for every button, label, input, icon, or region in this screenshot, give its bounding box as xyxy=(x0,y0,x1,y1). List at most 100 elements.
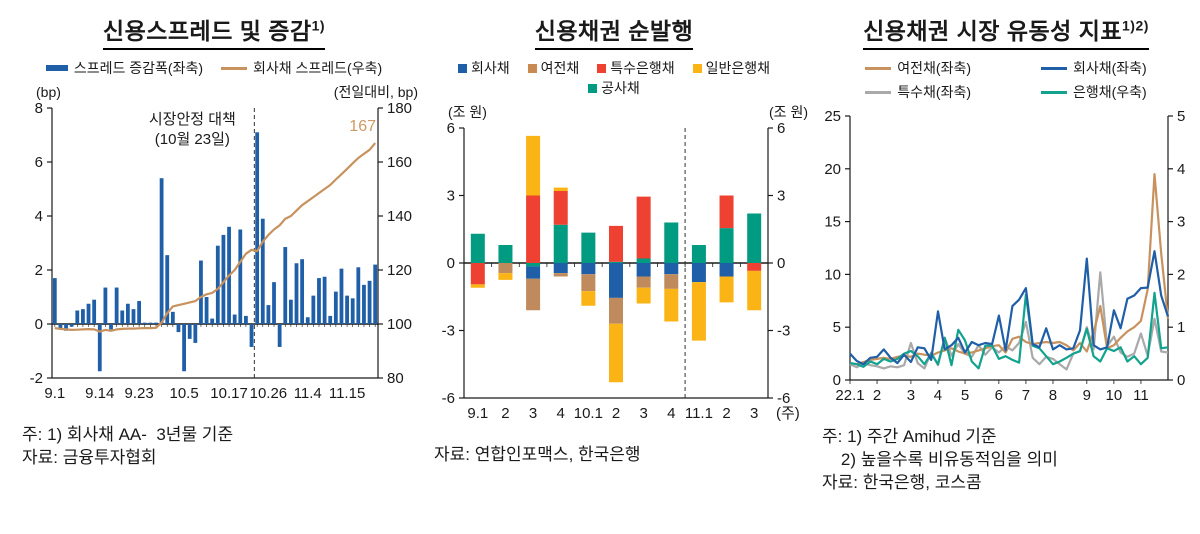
svg-text:25: 25 xyxy=(824,108,841,125)
legend-label: 여전채(좌축) xyxy=(897,60,971,76)
credit-spread-chart: -2 0 2 4 6 8 80 100 120 140 160 180 (bp) (전일대비, bp) 시장… xyxy=(30,84,418,402)
legend-swatch-square xyxy=(527,63,537,73)
svg-text:7: 7 xyxy=(1022,387,1030,404)
svg-text:2: 2 xyxy=(35,262,43,279)
svg-text:0: 0 xyxy=(1177,372,1185,389)
svg-text:8: 8 xyxy=(1049,387,1057,404)
svg-text:-3: -3 xyxy=(777,323,790,340)
svg-text:0: 0 xyxy=(35,316,43,333)
svg-text:(조 원): (조 원) xyxy=(769,104,808,120)
footnote-line: 자료: 연합인포맥스, 한국은행 xyxy=(434,445,641,464)
svg-text:2: 2 xyxy=(873,387,881,404)
svg-text:3: 3 xyxy=(447,188,455,205)
title-text: 신용스프레드 및 증감 xyxy=(102,18,312,44)
title-footnote-marker: 1)2) xyxy=(1122,17,1149,34)
svg-text:3: 3 xyxy=(529,405,537,422)
footnote-line: 2) 높을수록 비유동적임을 의미 xyxy=(822,449,1058,469)
legend-swatch-square xyxy=(457,63,467,73)
svg-text:10.1: 10.1 xyxy=(574,405,603,422)
svg-text:9.1: 9.1 xyxy=(44,385,65,402)
legend-swatch-line xyxy=(1041,90,1067,94)
legend-item: 스프레드 증감폭(좌축) xyxy=(45,58,203,78)
svg-text:0: 0 xyxy=(833,372,841,389)
svg-text:6: 6 xyxy=(777,120,785,137)
svg-text:6: 6 xyxy=(447,120,455,137)
legend-label: 공사채 xyxy=(601,80,640,96)
svg-text:-3: -3 xyxy=(442,323,455,340)
panel-title-credit-spread: 신용스프레드 및 증감1) xyxy=(102,12,326,50)
svg-text:10.26: 10.26 xyxy=(250,385,288,402)
svg-text:시장안정 대책: 시장안정 대책 xyxy=(149,111,236,128)
svg-text:4: 4 xyxy=(934,387,942,404)
footnote-line: 자료: 한국은행, 코스콤 xyxy=(822,472,982,492)
liquidity-index-chart: 0 5 10 15 20 25 0 1 2 3 4 5 22.1 2 3 4 5 6 7 8 9 10 11 xyxy=(824,108,1185,404)
svg-text:2: 2 xyxy=(722,405,730,422)
svg-text:4: 4 xyxy=(1177,161,1185,178)
svg-text:-6: -6 xyxy=(442,390,455,407)
legend-item: 회사채 스프레드(우축) xyxy=(221,58,382,78)
footnote-line: 주: 1) 회사채 AA- 3년물 기준 xyxy=(22,425,234,444)
svg-text:10.17: 10.17 xyxy=(210,385,248,402)
legend-credit-spread: 스프레드 증감폭(좌축) 회사채 스프레드(우축) xyxy=(8,58,420,78)
legend-liquidity-index: 여전채(좌축) 회사채(좌축) 특수채(좌축) 은행채(우축) xyxy=(865,58,1147,102)
svg-text:2: 2 xyxy=(612,405,620,422)
legend-swatch-square xyxy=(597,63,607,73)
legend-item: 여전채(좌축) xyxy=(865,58,971,78)
svg-text:11.4: 11.4 xyxy=(294,385,322,402)
legend-swatch-square xyxy=(588,83,598,93)
svg-text:1: 1 xyxy=(1177,319,1185,336)
title-text: 신용채권 순발행 xyxy=(534,18,694,44)
svg-text:2: 2 xyxy=(1177,266,1185,283)
svg-text:10.5: 10.5 xyxy=(169,385,198,402)
svg-text:3: 3 xyxy=(750,405,758,422)
legend-swatch-line xyxy=(221,66,247,70)
svg-text:120: 120 xyxy=(387,262,412,279)
legend-label: 회사채 스프레드(우축) xyxy=(253,60,383,76)
svg-text:(전일대비, bp): (전일대비, bp) xyxy=(334,84,418,100)
net-issuance-chart: -6 -6-3 -30 03 36 6(조 원) (조 원)9.1 2 3 4 10.1 2 3 4 11.… xyxy=(442,104,808,422)
svg-text:(조 원): (조 원) xyxy=(448,104,487,120)
svg-text:2: 2 xyxy=(501,405,509,422)
footnote-line: 자료: 금융투자협회 xyxy=(22,447,157,467)
svg-text:100: 100 xyxy=(387,316,412,333)
legend-label: 여전채 xyxy=(540,60,580,76)
svg-text:0: 0 xyxy=(777,255,785,272)
svg-text:140: 140 xyxy=(387,208,412,225)
legend-label: 스프레드 증감폭(좌축) xyxy=(73,60,203,76)
svg-text:(bp): (bp) xyxy=(36,84,61,100)
svg-text:22.1: 22.1 xyxy=(835,387,864,404)
svg-text:3: 3 xyxy=(1177,214,1185,231)
svg-text:3: 3 xyxy=(777,188,785,205)
legend-net-issuance: 회사채 여전채 특수은행채 일반은행채 공사채 xyxy=(420,58,808,98)
footnote-line: 주: 1) 주간 Amihud 기준 xyxy=(822,427,997,446)
panel-credit-spread: 신용스프레드 및 증감1) 스프레드 증감폭(좌축) 회사채 스프레드(우축) -… xyxy=(8,8,420,534)
svg-text:5: 5 xyxy=(1177,108,1185,125)
svg-text:9.14: 9.14 xyxy=(85,385,114,402)
legend-item: 특수채(좌축) xyxy=(865,82,971,102)
svg-text:10: 10 xyxy=(824,266,841,283)
panel-title-net-issuance: 신용채권 순발행 xyxy=(534,12,694,50)
svg-text:4: 4 xyxy=(667,405,675,422)
svg-text:-2: -2 xyxy=(30,370,43,387)
svg-text:11.15: 11.15 xyxy=(329,385,365,402)
legend-label: 일반은행채 xyxy=(705,60,771,76)
legend-swatch-line xyxy=(1041,66,1067,70)
svg-text:160: 160 xyxy=(387,154,412,171)
legend-item: 공사채 xyxy=(588,78,640,98)
legend-swatch-bar xyxy=(45,65,68,71)
legend-swatch-line xyxy=(865,66,892,70)
legend-item: 회사채 xyxy=(457,58,510,78)
svg-text:-6: -6 xyxy=(777,390,790,407)
panel-net-issuance: 신용채권 순발행 회사채 여전채 특수은행채 일반은행채 공사채 -6 -6 -3 -3 0 0 3… xyxy=(420,8,808,534)
legend-item: 여전채 xyxy=(527,58,580,78)
svg-text:11: 11 xyxy=(1133,387,1149,404)
svg-text:6: 6 xyxy=(35,154,43,171)
svg-text:3: 3 xyxy=(639,405,647,422)
legend-item: 은행채(우축) xyxy=(1041,82,1147,102)
svg-text:80: 80 xyxy=(387,370,404,387)
legend-swatch-square xyxy=(692,63,702,73)
svg-text:4: 4 xyxy=(557,405,565,422)
